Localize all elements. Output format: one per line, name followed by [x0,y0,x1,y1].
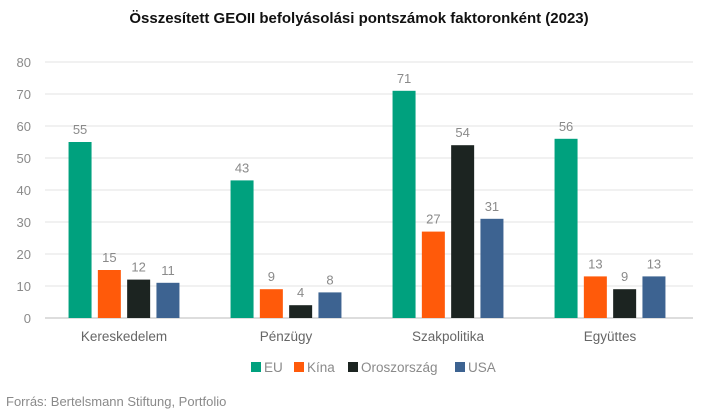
legend-marker [251,362,261,372]
legend-label: Oroszország [361,360,438,375]
legend-label: USA [468,360,496,375]
y-tick-label: 80 [17,55,31,70]
y-tick-label: 70 [17,87,31,102]
data-label: 12 [131,260,145,275]
data-label: 13 [588,256,602,271]
bar-oroszország [451,145,475,318]
data-label: 4 [297,285,304,300]
bar-oroszország [613,289,637,318]
bar-eu [554,138,578,318]
data-label: 56 [559,119,573,134]
legend-marker [455,362,465,372]
y-tick-label: 0 [24,311,31,326]
data-label: 13 [647,256,661,271]
data-label: 11 [161,263,175,278]
bar-eu [230,180,254,318]
bar-usa [642,276,666,318]
bar-usa [156,282,180,318]
data-label: 43 [235,160,249,175]
bar-eu [68,142,92,318]
legend-label: Kína [307,360,335,375]
bar-kína [421,231,445,318]
y-tick-label: 10 [17,279,31,294]
bar-kína [583,276,607,318]
x-tick-label: Együttes [584,329,637,344]
data-label: 71 [397,71,411,86]
data-label: 55 [73,122,87,137]
legend-marker [294,362,304,372]
bar-kína [97,270,121,318]
y-tick-label: 20 [17,247,31,262]
data-label: 31 [485,199,499,214]
y-tick-label: 30 [17,215,31,230]
chart-title: Összesített GEOII befolyásolási pontszám… [129,10,589,27]
y-tick-label: 50 [17,151,31,166]
y-tick-label: 40 [17,183,31,198]
bar-eu [392,90,416,318]
data-label: 54 [455,125,469,140]
x-tick-label: Szakpolitika [412,329,485,344]
legend-marker [348,362,358,372]
data-label: 15 [102,250,116,265]
bar-usa [318,292,342,318]
data-label: 8 [326,272,333,287]
data-label: 27 [426,212,440,227]
bar-oroszország [127,279,151,318]
bar-oroszország [289,305,313,318]
y-tick-label: 60 [17,119,31,134]
x-tick-label: Kereskedelem [81,329,167,344]
data-label: 9 [268,269,275,284]
data-label: 9 [621,269,628,284]
bar-usa [480,218,504,318]
bar-kína [259,289,283,318]
legend-label: EU [264,360,283,375]
source-note: Forrás: Bertelsmann Stiftung, Portfolio [6,394,227,409]
x-tick-label: Pénzügy [260,329,313,344]
